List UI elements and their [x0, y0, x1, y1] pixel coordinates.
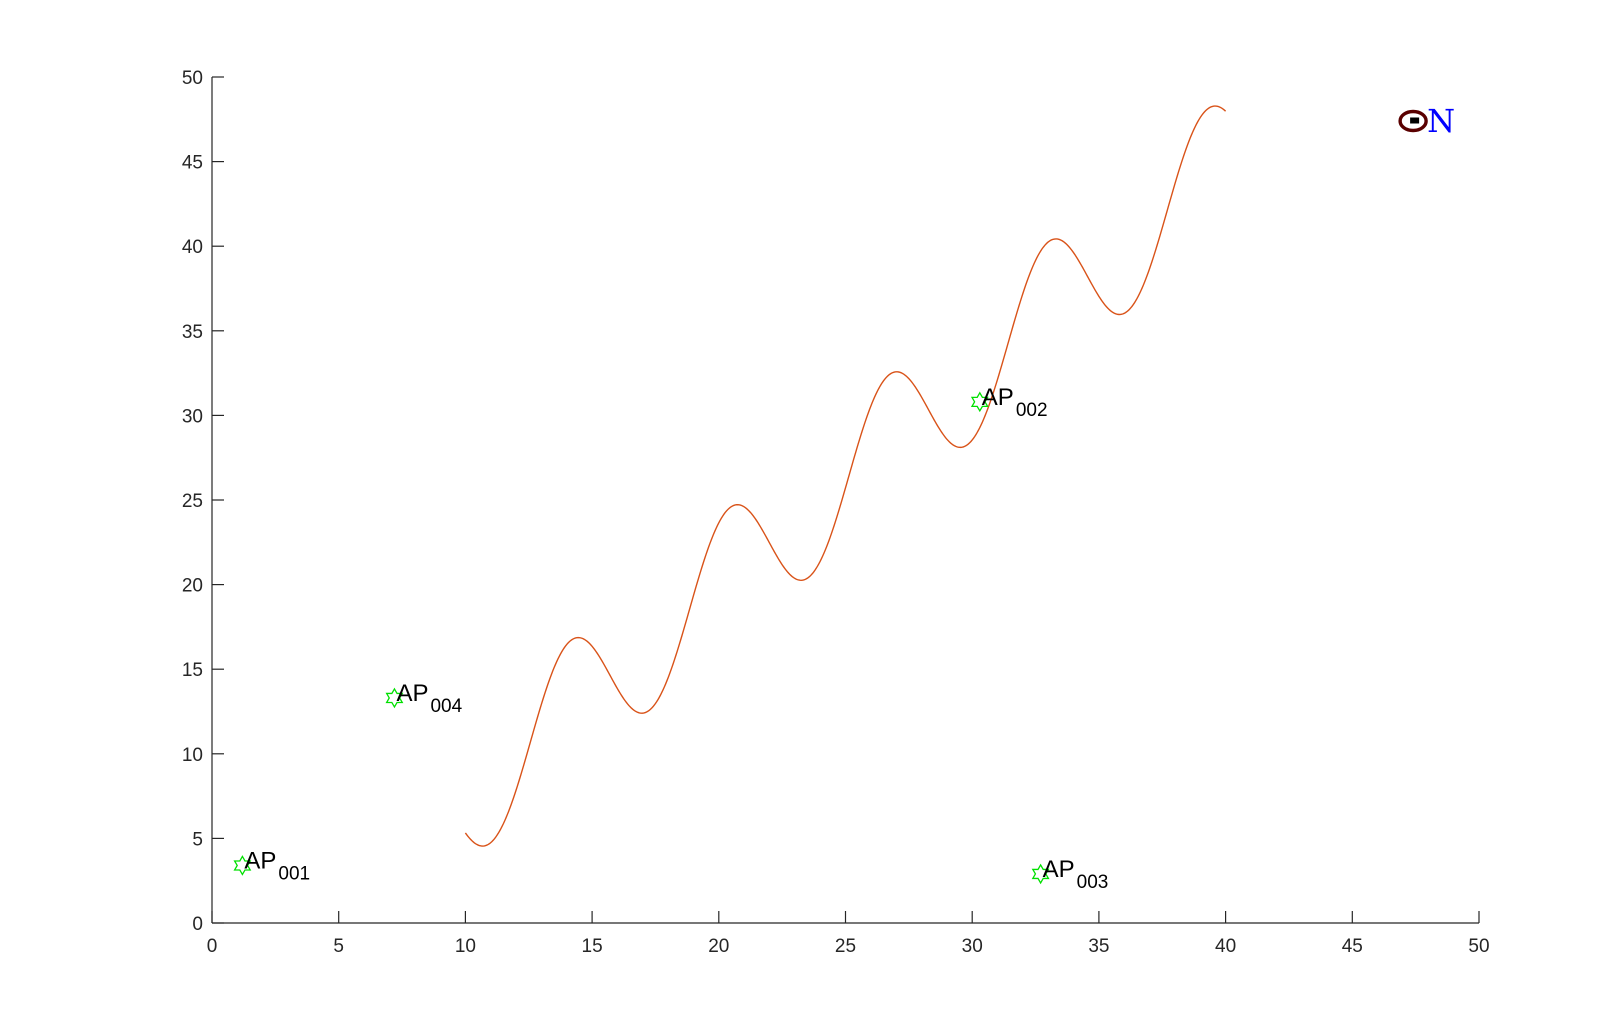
access-point-001: AP 001 — [233, 847, 310, 884]
x-tick-label: 50 — [1468, 936, 1489, 957]
y-tick-label: 15 — [182, 660, 203, 681]
x-tick-label: 20 — [708, 936, 729, 957]
y-tick-label: 25 — [182, 491, 203, 512]
x-tick-label: 35 — [1088, 936, 1109, 957]
x-tick-label: 40 — [1215, 936, 1236, 957]
x-tick-label: 5 — [333, 936, 344, 957]
y-tick-label: 40 — [182, 237, 203, 258]
y-tick-label: 45 — [182, 153, 203, 174]
y-tick-label: 35 — [182, 322, 203, 343]
ap-label-subscript: 002 — [1016, 400, 1048, 421]
ap-label-subscript: 004 — [430, 696, 462, 717]
access-point-003: AP 003 — [1031, 856, 1109, 893]
node-label: N — [1427, 102, 1455, 140]
y-tick-label: 10 — [182, 745, 203, 766]
ap-marker — [233, 855, 252, 876]
node-marker — [1398, 109, 1428, 133]
ap-label-subscript: 001 — [278, 863, 310, 884]
y-tick-label: 5 — [192, 829, 203, 850]
access-point-002: AP 002 — [970, 384, 1048, 421]
ap-label-subscript: 003 — [1077, 872, 1109, 893]
axes: 0 5 10 15 20 25 30 35 40 45 50 0 5 10 15 20 25 30 35 40 45 50 — [182, 68, 1490, 957]
ap-marker — [1031, 863, 1050, 885]
x-tick-label: 0 — [207, 936, 218, 957]
node-marker-core — [1410, 117, 1420, 124]
ap-label-prefix: AP — [244, 847, 276, 874]
access-point-004: AP 004 — [385, 680, 463, 717]
ap-label: AP 001 — [244, 847, 310, 884]
y-tick-label: 50 — [182, 68, 203, 89]
x-tick-label: 15 — [582, 936, 603, 957]
x-tick-label: 45 — [1342, 936, 1363, 957]
series-layer — [464, 105, 1227, 847]
ap-marker — [385, 687, 404, 709]
series-line — [464, 105, 1227, 847]
ap-label: AP 004 — [396, 680, 462, 717]
y-tick-label: 20 — [182, 576, 203, 597]
ap-label: AP 003 — [1043, 856, 1109, 893]
ap-label-prefix: AP — [982, 384, 1014, 411]
node: N — [1398, 102, 1455, 140]
y-tick-label: 0 — [192, 914, 203, 935]
node-layer: N — [1398, 102, 1455, 140]
ap-marker — [970, 391, 989, 413]
ap-label-prefix: AP — [1043, 856, 1075, 883]
ap-label-prefix: AP — [396, 680, 428, 707]
x-tick-label: 10 — [455, 936, 476, 957]
ap-label: AP 002 — [982, 384, 1048, 421]
x-tick-label: 30 — [962, 936, 983, 957]
x-tick-label: 25 — [835, 936, 856, 957]
y-tick-label: 30 — [182, 406, 203, 427]
